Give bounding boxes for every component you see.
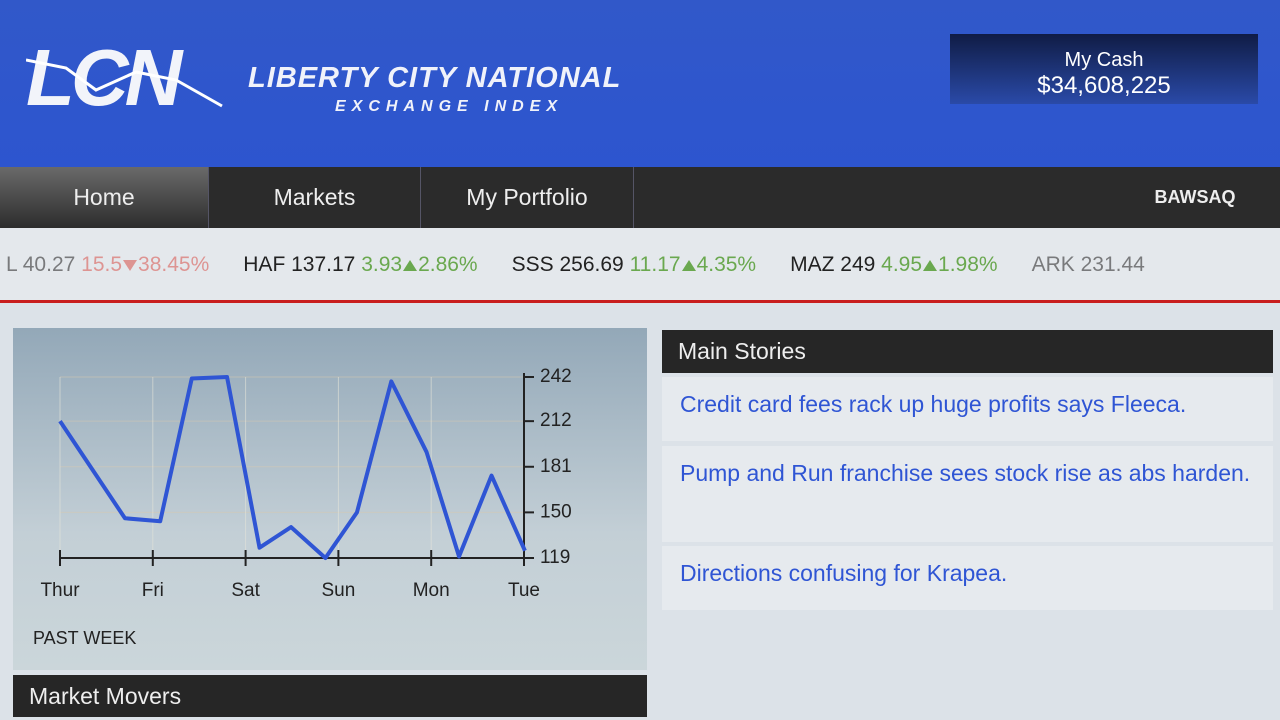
x-tick-label: Tue <box>508 580 540 601</box>
y-tick-label: 212 <box>540 410 572 431</box>
y-tick-label: 181 <box>540 456 572 477</box>
y-tick-label: 119 <box>540 547 570 568</box>
y-tick-label: 150 <box>540 501 572 522</box>
y-tick-label: 242 <box>540 366 572 387</box>
ticker-symbol: SSS <box>511 253 554 276</box>
site-subtitle: EXCHANGE INDEX <box>335 98 564 115</box>
chart: 119 150 181 212 242 Thur Fri Sat Sun Mon Tue PAST W… <box>13 328 647 670</box>
nav-item[interactable]: Markets <box>209 167 421 228</box>
ticker-percent: 38.45% <box>138 253 210 276</box>
ticker-price: 249 <box>840 253 876 276</box>
ticker-item: SSS 256.69 11.17 4.35% <box>511 228 757 300</box>
cash-label: My Cash <box>1064 49 1144 71</box>
ticker-change: 3.93 <box>361 253 403 276</box>
nav-item[interactable]: Home <box>0 167 209 228</box>
ticker-item: L 40.27 15.5 38.45% <box>6 228 210 300</box>
ticker-percent: 4.35% <box>696 253 757 276</box>
ticker-symbol: MAZ <box>790 253 835 276</box>
ticker-item: HAF 137.17 3.93 2.86% <box>243 228 478 300</box>
ticker-change: 11.17 <box>629 253 681 276</box>
ticker-price: 256.69 <box>559 253 624 276</box>
price-line <box>58 375 527 560</box>
ticker-price: 40.27 <box>22 253 76 276</box>
chart-label: PAST WEEK <box>33 628 136 648</box>
ticker-percent: 1.98% <box>938 253 998 276</box>
story[interactable]: Directions confusing for Krapea. <box>662 546 1273 610</box>
x-tick-label: Thur <box>40 580 80 601</box>
story[interactable]: Credit card fees rack up huge profits sa… <box>662 377 1273 441</box>
ticker-symbol: HAF <box>243 253 286 276</box>
logo-line <box>26 58 223 108</box>
ticker-item: MAZ 249 4.95 1.98% <box>790 228 998 300</box>
direction-arrow <box>403 260 418 271</box>
cash-value: $34,608,225 <box>1037 72 1171 99</box>
ticker-change: 4.95 <box>881 253 923 276</box>
x-tick-label: Mon <box>413 580 450 601</box>
stories-heading: Main Stories <box>662 330 1273 373</box>
nav-bar: Home Markets My Portfolio BAWSAQ <box>0 167 1280 228</box>
x-tick-label: Sun <box>321 580 355 601</box>
movers-heading: Market Movers <box>13 675 647 717</box>
x-tick-label: Fri <box>142 580 164 601</box>
x-tick-label: Sat <box>231 580 260 601</box>
ticker: L 40.27 15.5 38.45% HAF 137.17 3.93 2.86% SS… <box>0 228 1280 303</box>
ticker-item: ARK 231.44 <box>1031 228 1145 300</box>
ticker-price: 231.44 <box>1080 253 1145 276</box>
ticker-symbol: ARK <box>1031 253 1075 276</box>
cash-box: My Cash $34,608,225 <box>950 34 1258 104</box>
direction-arrow <box>923 260 938 271</box>
nav-item[interactable]: My Portfolio <box>421 167 634 228</box>
direction-arrow <box>123 260 138 271</box>
header: LCN LIBERTY CITY NATIONAL EXCHANGE INDEX… <box>0 0 1280 167</box>
story[interactable]: Pump and Run franchise sees stock rise a… <box>662 446 1273 542</box>
ticker-symbol: L <box>6 253 17 276</box>
ticker-track: L 40.27 15.5 38.45% HAF 137.17 3.93 2.86% SS… <box>6 228 1280 300</box>
ticker-price: 137.17 <box>291 253 356 276</box>
site-title: LIBERTY CITY NATIONAL <box>248 62 622 94</box>
direction-arrow <box>681 260 696 271</box>
ticker-change: 15.5 <box>81 253 123 276</box>
brand[interactable]: BAWSAQ <box>1154 187 1236 207</box>
ticker-percent: 2.86% <box>418 253 478 276</box>
